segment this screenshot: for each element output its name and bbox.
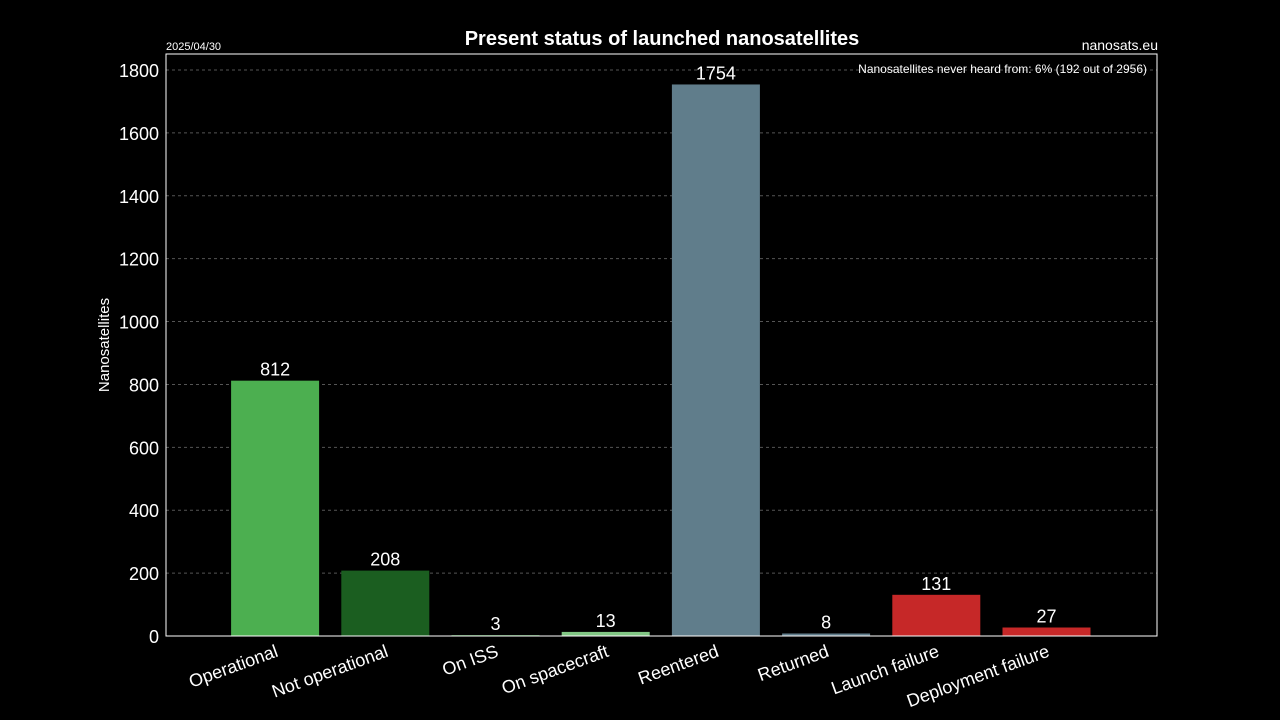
y-tick-label: 1400 [119,187,159,207]
value-labels: 812 208 3 13 1754 8 131 27 [260,63,1056,634]
bar-value-label: 208 [370,550,400,570]
chart-date: 2025/04/30 [166,41,221,53]
y-axis-label: Nanosatellites [96,298,113,392]
y-tick-label: 400 [129,501,159,521]
y-tick-label: 200 [129,564,159,584]
bar [1002,627,1091,636]
x-tick-label: Returned [755,641,831,685]
bars [231,84,1091,636]
y-axis-ticks: 0 200 400 600 800 1000 1200 1400 1600 1800 [119,61,159,647]
y-tick-label: 1000 [119,313,159,333]
bar-value-label: 1754 [696,63,736,83]
x-tick-label: Operational [186,641,280,692]
y-tick-label: 600 [129,438,159,458]
plot-frame [165,53,1158,637]
bar [231,380,320,636]
bar [561,631,650,636]
bar-value-label: 13 [596,611,616,631]
bar [671,84,760,636]
bar [782,633,871,636]
chart-title: Present status of launched nanosatellite… [465,28,860,50]
x-tick-label: Not operational [269,641,391,702]
y-tick-label: 1800 [119,61,159,81]
x-tick-label: On ISS [439,641,500,680]
y-tick-label: 1200 [119,250,159,270]
bar-value-label: 131 [921,574,951,594]
y-tick-label: 800 [129,375,159,395]
bar-value-label: 8 [821,612,831,632]
bar-value-label: 812 [260,360,290,380]
source-label: nanosats.eu [1082,37,1158,53]
bar [341,570,430,636]
x-tick-label: Reentered [635,641,721,689]
bar [892,594,981,636]
x-tick-label: On spacecraft [499,641,611,698]
y-tick-label: 1600 [119,124,159,144]
bar-value-label: 27 [1036,607,1056,627]
y-tick-label: 0 [149,627,159,647]
bar-value-label: 3 [490,614,500,634]
never-heard-annotation: Nanosatellites never heard from: 6% (192… [858,62,1147,76]
